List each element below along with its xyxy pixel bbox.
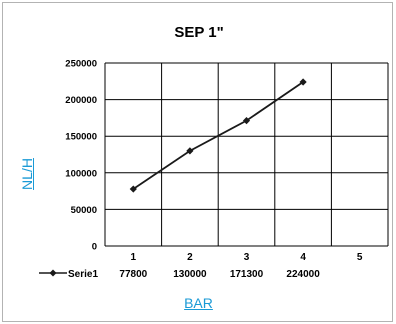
series-line [132, 81, 304, 190]
x-tick-label: 3 [244, 252, 250, 263]
legend: Serie1 [39, 269, 98, 280]
x-tick-label: 1 [131, 252, 137, 263]
y-axis-label: NL/H [19, 158, 35, 190]
data-point [299, 78, 307, 86]
legend-marker [49, 269, 57, 277]
y-tick-label: 200000 [65, 95, 97, 106]
data-table-cell: 130000 [173, 269, 207, 280]
legend-label: Serie1 [68, 269, 98, 280]
grid [104, 62, 389, 247]
y-tick-label: 100000 [65, 168, 97, 179]
y-axis-ticks: 0 50000 100000 150000 200000 250000 [65, 59, 97, 253]
chart: SEP 1" 0 50000 100000 150000 200000 250000 1 2… [39, 24, 389, 280]
data-point [242, 117, 251, 125]
x-tick-label: 2 [187, 252, 193, 263]
chart-frame: SEP 1" 0 50000 100000 150000 200000 250000 1 2… [2, 2, 393, 322]
data-table-values: 77800 130000 171300 224000 [119, 269, 320, 280]
series-serie1 [129, 78, 307, 193]
y-tick-label: 0 [92, 242, 97, 253]
x-tick-label: 4 [300, 252, 306, 263]
chart-title: SEP 1" [174, 24, 223, 41]
y-tick-label: 150000 [65, 132, 97, 143]
y-tick-label: 50000 [71, 205, 97, 216]
data-point [186, 147, 194, 155]
x-tick-label: 5 [357, 252, 363, 263]
data-point [129, 185, 137, 193]
x-axis-label: BAR [184, 295, 213, 311]
data-table-cell: 77800 [119, 269, 147, 280]
data-table-cell: 171300 [230, 269, 264, 280]
data-table-cell: 224000 [286, 269, 320, 280]
y-tick-label: 250000 [65, 59, 97, 70]
x-axis-ticks: 1 2 3 4 5 [131, 252, 363, 263]
